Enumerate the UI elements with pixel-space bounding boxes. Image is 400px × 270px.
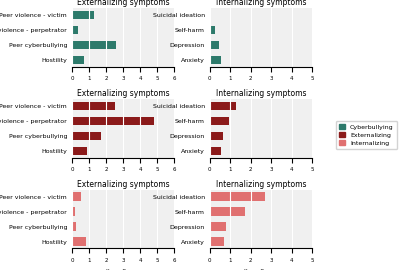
Bar [72,132,101,140]
X-axis label: Item Score: Item Score [106,269,140,270]
Bar [210,117,229,125]
Bar [210,11,211,19]
Bar [210,102,236,110]
Title: Externalizing symptoms: Externalizing symptoms [77,0,169,7]
X-axis label: Item Score: Item Score [244,269,278,270]
Bar [72,193,81,201]
Bar [72,26,78,34]
Bar [72,238,86,246]
Bar [210,132,223,140]
Bar [72,222,76,231]
Bar [210,147,221,155]
Legend: Cyberbullying, Externalizing, Internalizing: Cyberbullying, Externalizing, Internaliz… [336,121,397,149]
Title: Internalizing symptoms: Internalizing symptoms [216,180,306,189]
Title: Externalizing symptoms: Externalizing symptoms [77,180,169,189]
Bar [72,117,154,125]
Bar [72,56,84,64]
Bar [72,41,116,49]
Bar [210,207,244,216]
Bar [210,193,265,201]
Bar [210,238,224,246]
Bar [210,41,219,49]
Bar [72,207,76,216]
Title: Internalizing symptoms: Internalizing symptoms [216,89,306,98]
Bar [72,102,114,110]
Bar [210,56,221,64]
Title: Externalizing symptoms: Externalizing symptoms [77,89,169,98]
Title: Internalizing symptoms: Internalizing symptoms [216,0,306,7]
Bar [210,26,215,34]
Bar [72,147,87,155]
Bar [210,222,226,231]
Bar [72,11,94,19]
